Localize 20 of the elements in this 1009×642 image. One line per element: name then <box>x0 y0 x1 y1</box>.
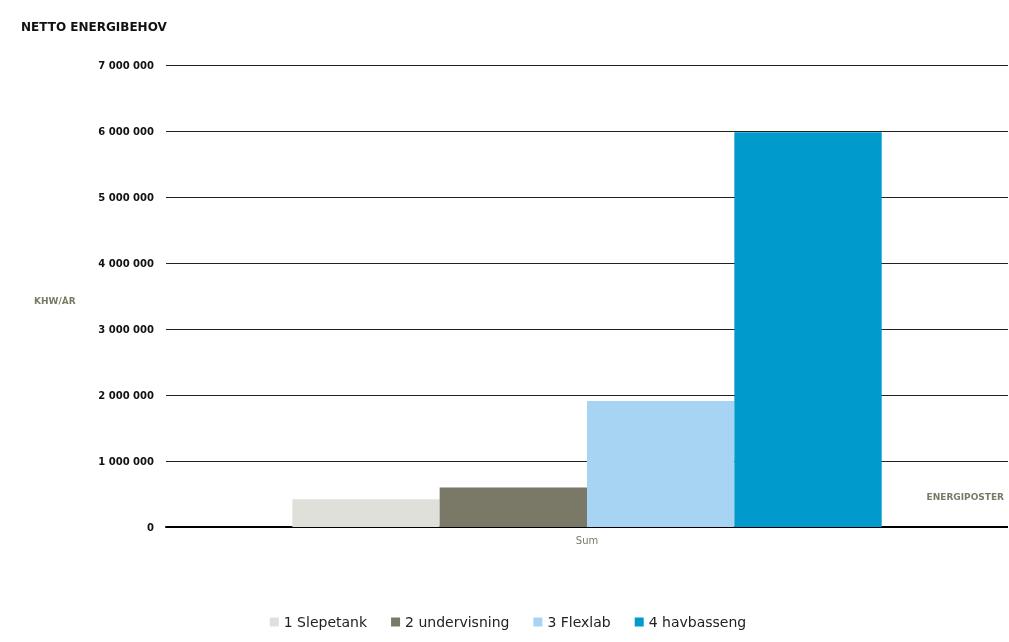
legend-label: 4 havbasseng <box>648 614 747 630</box>
y-tick-label: 0 <box>147 521 155 533</box>
bar <box>292 499 440 527</box>
legend-label: 1 Slepetank <box>283 614 368 630</box>
y-tick-label: 2 000 000 <box>98 389 155 401</box>
y-tick-label: 3 000 000 <box>98 323 155 335</box>
y-tick-label: 6 000 000 <box>98 125 155 137</box>
x-axis-title: ENERGIPOSTER <box>926 491 1005 502</box>
y-tick-label: 5 000 000 <box>98 191 155 203</box>
bar <box>439 487 587 527</box>
y-tick-label: 4 000 000 <box>98 257 155 269</box>
x-tick-label: Sum <box>575 534 599 546</box>
legend-label: 3 Flexlab <box>547 614 611 630</box>
bar <box>587 400 735 527</box>
y-tick-label: 7 000 000 <box>98 59 155 71</box>
legend-label: 2 undervisning <box>405 614 510 630</box>
chart-title: NETTO ENERGIBEHOV <box>21 20 168 34</box>
bar <box>734 132 882 527</box>
y-tick-label: 1 000 000 <box>98 455 155 467</box>
y-axis-title: KHW/ÅR <box>34 295 76 306</box>
